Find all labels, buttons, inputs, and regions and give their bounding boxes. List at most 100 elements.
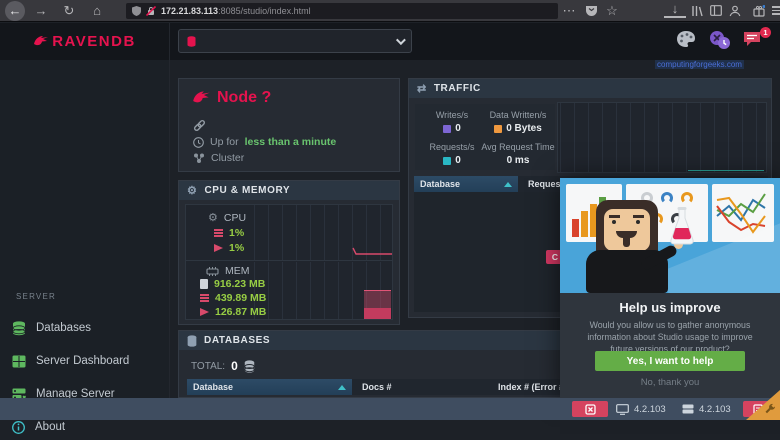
sidebars-toggle-icon[interactable] <box>705 0 727 22</box>
partially-hidden-button[interactable]: C <box>546 250 564 264</box>
total-label: TOTAL: <box>191 360 226 372</box>
mem-machine-value: 439.89 MB <box>215 292 267 304</box>
traffic-exchange-icon: ⇄ <box>417 83 427 95</box>
process-memory-icon <box>200 308 209 316</box>
menu-icon[interactable] <box>766 0 780 22</box>
url-text: 172.21.83.113:8085/studio/index.html <box>161 6 311 16</box>
memory-chip-icon <box>206 266 219 276</box>
writes-label: Writes/s <box>435 110 469 120</box>
total-value: 0 <box>231 359 238 373</box>
databases-column-docs[interactable]: Docs # <box>362 382 392 392</box>
cpu-usage-line <box>352 247 392 255</box>
total-memory-icon <box>200 279 208 289</box>
watermark-text: computingforgeeks.com <box>655 60 744 69</box>
accept-button[interactable]: Yes, I want to help <box>595 351 745 371</box>
writes-value: 0 <box>455 123 461 134</box>
bookmark-star-icon[interactable]: ☆ <box>606 3 618 18</box>
cluster-label[interactable]: Cluster <box>211 152 245 164</box>
sidebar-item-databases[interactable]: Databases <box>0 315 170 341</box>
ravendb-logo[interactable]: RAVENDB <box>0 23 170 60</box>
address-bar[interactable]: 172.21.83.113:8085/studio/index.html <box>126 3 558 19</box>
total-databases-icon <box>244 359 255 373</box>
flask-icon <box>670 207 694 245</box>
decline-button[interactable]: No, thank you <box>640 377 700 388</box>
traffic-column-database[interactable]: Database <box>414 176 518 192</box>
databases-icon <box>12 320 26 335</box>
illustration-line-chart <box>712 184 774 242</box>
server-icon <box>682 404 694 414</box>
sidebar-item-label: Server Dashboard <box>36 355 130 367</box>
sidebar: SERVER Databases Server Dashboard Manage… <box>0 60 170 434</box>
databases-column-database[interactable]: Database <box>187 379 352 395</box>
downloads-icon[interactable]: ↓ <box>664 2 686 18</box>
status-alert-badge[interactable] <box>572 401 608 417</box>
illustration-character <box>582 200 702 293</box>
account-icon[interactable] <box>724 0 746 22</box>
insecure-lock-icon[interactable] <box>146 6 156 16</box>
database-icon <box>187 35 196 47</box>
cpu-memory-title: CPU & MEMORY <box>204 185 291 196</box>
sidebar-item-label: Manage Server <box>36 388 115 400</box>
avg-request-time-value: 0 ms <box>506 155 530 166</box>
shield-permissions-icon[interactable] <box>132 6 141 16</box>
browser-forward-button[interactable]: → <box>34 3 48 18</box>
uptime-value: less than a minute <box>244 136 337 148</box>
studio-header: RAVENDB 1 <box>0 23 780 60</box>
cpu-memory-chart-area: ⚙ CPU 1% 1% MEM 916.23 MB 439.89 MB 126.… <box>185 204 393 320</box>
notification-count-badge: 1 <box>760 27 771 38</box>
cpu-memory-panel-header: ⚙ CPU & MEMORY <box>179 181 399 200</box>
wrench-icon <box>765 403 775 414</box>
browser-home-button[interactable]: ⌂ <box>93 3 101 18</box>
notifications-icon[interactable]: 1 <box>743 27 771 54</box>
library-icon[interactable] <box>686 0 708 22</box>
theme-palette-icon[interactable] <box>676 30 700 54</box>
link-icon[interactable] <box>193 119 206 132</box>
dashboard-icon <box>12 355 26 367</box>
sidebar-item-manage-server[interactable]: Manage Server <box>0 381 170 407</box>
node-title[interactable]: Node ? <box>217 89 272 106</box>
sidebar-item-label: Databases <box>36 322 91 334</box>
traffic-column-requests[interactable]: Requests / s <box>528 179 582 189</box>
cpu-process-value: 1% <box>229 242 245 254</box>
sidebar-section-label: SERVER <box>16 292 56 301</box>
traffic-chart-baseline <box>688 170 764 171</box>
data-written-value: 0 Bytes <box>506 123 542 134</box>
sort-ascending-icon <box>338 384 346 390</box>
monitor-icon <box>616 403 629 415</box>
cpu-gear-icon: ⚙ <box>208 212 218 224</box>
traffic-panel-header: ⇄ TRAFFIC <box>409 79 771 98</box>
cluster-icon <box>194 153 204 163</box>
studio-version: 4.2.103 <box>616 398 666 420</box>
uptime-prefix: Up for <box>210 136 239 148</box>
clock-icon <box>193 136 204 148</box>
machine-usage-icon <box>214 228 223 238</box>
assistance-tasks-icon[interactable] <box>709 30 733 54</box>
node-raven-icon <box>193 91 210 103</box>
sidebar-item-label: About <box>35 421 66 433</box>
dialog-illustration <box>560 178 780 293</box>
browser-back-button[interactable]: ← <box>5 1 25 21</box>
dev-ribbon[interactable] <box>746 390 780 420</box>
sidebar-item-server-dashboard[interactable]: Server Dashboard <box>0 348 170 374</box>
database-selector-dropdown[interactable] <box>178 29 412 53</box>
process-usage-icon <box>214 244 223 252</box>
databases-column-index[interactable]: Index # (Error #) <box>498 382 568 392</box>
status-bar: 4.2.103 4.2.103 <box>0 398 780 420</box>
requests-value: 0 <box>455 155 461 166</box>
page-actions-icon[interactable]: ⋯ <box>562 3 576 18</box>
databases-panel-icon <box>187 334 197 347</box>
traffic-chart <box>557 102 767 173</box>
browser-reload-button[interactable]: ↻ <box>63 3 75 18</box>
mem-usage-solid <box>364 308 391 319</box>
dialog-title: Help us improve <box>619 300 721 315</box>
requests-label: Requests/s <box>429 142 475 152</box>
cpu-machine-value: 1% <box>229 227 245 239</box>
pocket-icon[interactable] <box>580 0 602 22</box>
mem-label: MEM <box>225 265 250 277</box>
whats-new-gift-icon[interactable] <box>748 0 770 22</box>
raven-logo-icon <box>34 36 49 46</box>
browser-toolbar: ← → ↻ ⌂ 172.21.83.113:8085/studio/index.… <box>0 0 780 22</box>
server-version: 4.2.103 <box>682 398 731 420</box>
mem-process-value: 126.87 MB <box>215 306 267 318</box>
cpu-label: CPU <box>223 211 247 224</box>
